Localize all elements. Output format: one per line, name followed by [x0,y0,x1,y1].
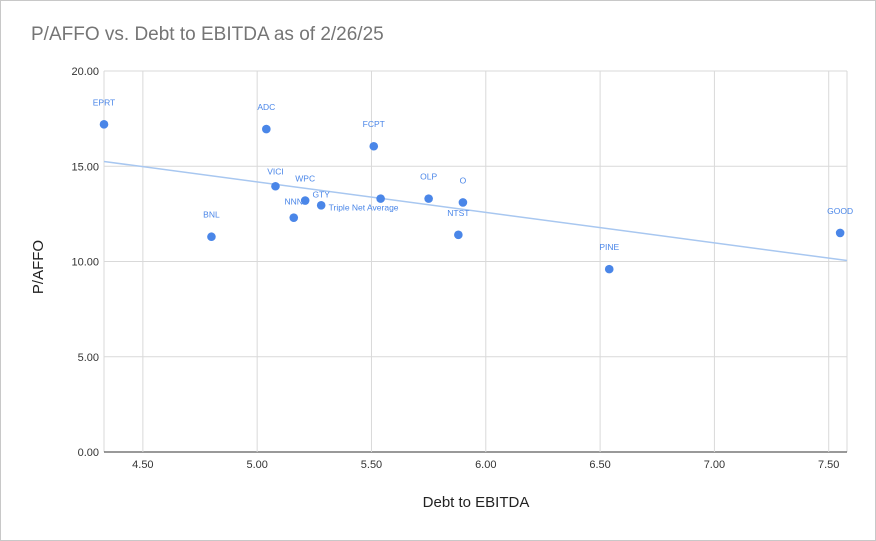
data-point [271,181,280,191]
point-label: GOOD [827,206,853,216]
data-point [316,201,326,210]
point-label: OLP [420,172,437,182]
point-label: BNL [203,210,220,220]
x-tick-label: 5.50 [361,459,382,471]
data-points [99,120,845,274]
point-label: EPRT [93,97,116,107]
x-axis-label: Debt to EBITDA [423,494,530,511]
point-labels: EPRT BNL ADC VICI NNN WPC GTY FCPT Triple Net Av… [93,97,853,252]
y-axis-ticks: 0.00 5.00 10.00 15.00 20.00 [71,66,99,459]
point-label: O [460,175,467,185]
x-tick-label: 6.00 [475,459,496,471]
gridlines [103,70,848,453]
point-label: VICI [267,166,284,176]
data-point [369,141,379,151]
data-point [99,120,109,129]
y-axis-label: P/AFFO [30,240,47,294]
point-label: WPC [295,174,315,184]
point-label: NTST [447,208,469,218]
point-label: FCPT [363,119,385,129]
y-tick-label: 10.00 [71,257,99,269]
data-point [458,198,468,207]
point-label: Triple Net Average [329,203,399,213]
data-point [289,213,299,222]
data-point [604,264,614,274]
x-tick-label: 6.50 [589,459,610,471]
y-tick-label: 20.00 [71,66,99,78]
trendline [103,160,848,262]
x-tick-label: 4.50 [132,459,153,471]
data-point [262,124,271,134]
y-tick-label: 15.00 [71,161,99,173]
data-point [300,196,310,205]
x-axis-ticks: 4.50 5.00 5.50 6.00 6.50 7.00 7.50 [132,459,839,471]
point-label: ADC [257,102,275,112]
point-label: GTY [312,189,330,199]
x-tick-label: 7.00 [704,459,725,471]
y-tick-label: 5.00 [78,352,99,364]
data-point [454,230,463,240]
x-tick-label: 5.00 [246,459,267,471]
y-tick-label: 0.00 [78,447,99,459]
data-point [207,232,216,242]
data-point [424,194,433,203]
point-label: NNN [285,197,303,207]
data-point [376,194,385,203]
data-point [835,228,845,238]
point-label: PINE [599,242,619,252]
x-tick-label: 7.50 [818,459,839,471]
chart-title: P/AFFO vs. Debt to EBITDA as of 2/26/25 [31,24,384,45]
